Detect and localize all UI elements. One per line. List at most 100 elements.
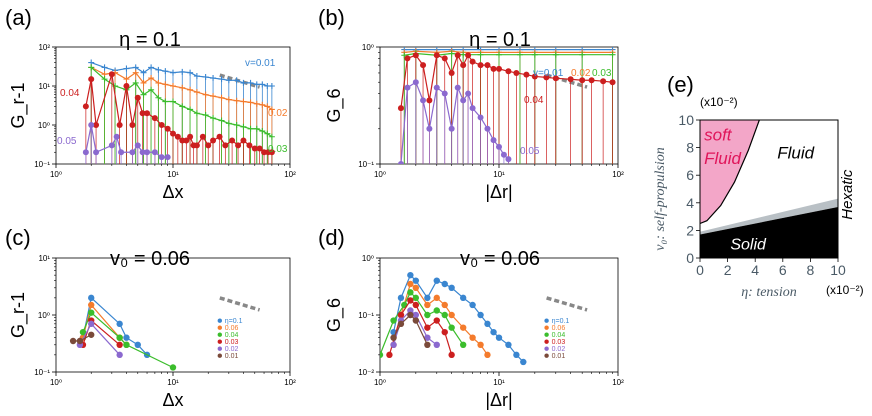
soft-fluid-region bbox=[700, 120, 760, 224]
legend-entry: 0.02 bbox=[552, 346, 566, 353]
legend-entry: 0.06 bbox=[552, 325, 566, 332]
y-tick-label: 6 bbox=[686, 167, 694, 183]
data-point bbox=[88, 294, 95, 302]
y-axis-label: G_6 bbox=[324, 298, 345, 332]
data-point bbox=[424, 294, 431, 302]
chart-title: η = 0.1 bbox=[469, 29, 531, 51]
legend-marker bbox=[217, 318, 222, 323]
data-point bbox=[169, 364, 177, 371]
y-tick-label: 10⁻¹ bbox=[34, 368, 50, 377]
series-annotation: 0.05 bbox=[520, 146, 540, 157]
legend-marker bbox=[217, 332, 222, 337]
hexatic-region bbox=[700, 198, 838, 235]
x-tick-label: 2 bbox=[724, 262, 732, 278]
panel-e-label: (e) bbox=[667, 72, 694, 97]
legend-entry: 0.03 bbox=[225, 339, 239, 346]
soft-label: soft bbox=[704, 126, 733, 145]
series-line bbox=[90, 66, 273, 110]
y-tick-label: 10¹ bbox=[38, 254, 50, 263]
reference-slope-line bbox=[546, 73, 588, 89]
legend-marker bbox=[544, 318, 549, 323]
y-tick-label: 10 bbox=[678, 112, 694, 128]
series-annotation: v=0.01 bbox=[533, 68, 564, 79]
legend-entry: 0.02 bbox=[225, 346, 239, 353]
data-point bbox=[123, 341, 130, 349]
x-tick-label: 10¹ bbox=[493, 170, 505, 179]
data-point bbox=[424, 301, 431, 309]
series-group bbox=[397, 47, 616, 164]
data-point bbox=[134, 341, 141, 349]
legend-marker bbox=[544, 332, 549, 337]
data-point bbox=[407, 280, 414, 288]
data-point bbox=[412, 317, 420, 324]
data-point bbox=[441, 280, 448, 288]
chart-title: v₀ = 0.06 bbox=[460, 248, 540, 270]
data-point bbox=[441, 301, 448, 309]
data-point bbox=[69, 337, 77, 345]
data-point bbox=[397, 161, 404, 164]
series-line bbox=[400, 81, 509, 164]
x-tick-label: 10¹ bbox=[167, 170, 179, 179]
data-point bbox=[390, 341, 397, 349]
x-tick-label: 0 bbox=[696, 262, 704, 278]
fluid-label: Fluid bbox=[777, 144, 814, 163]
soft-fluid-boundary bbox=[699, 119, 760, 225]
y-tick-label: 10⁻² bbox=[358, 368, 374, 377]
x-tick-label: 6 bbox=[779, 262, 787, 278]
x-tick-label: 10⁰ bbox=[50, 378, 62, 387]
data-point bbox=[433, 277, 440, 284]
legend-entry: 0.01 bbox=[552, 353, 566, 360]
phase-frame bbox=[699, 119, 839, 259]
series-group bbox=[82, 59, 275, 164]
series-annotation: 0.03 bbox=[592, 68, 612, 79]
series-annotation: 0.04 bbox=[60, 88, 80, 99]
legend-marker bbox=[544, 346, 549, 351]
solid-label: Solid bbox=[730, 237, 767, 254]
legend-marker bbox=[217, 339, 222, 344]
data-point bbox=[448, 311, 455, 319]
data-point bbox=[88, 331, 95, 338]
data-point bbox=[412, 294, 420, 302]
data-point bbox=[495, 334, 503, 341]
x-tick-label: 10² bbox=[284, 378, 296, 387]
x-multiplier: (x10⁻²) bbox=[826, 283, 864, 297]
data-point bbox=[459, 341, 467, 349]
legend-marker bbox=[544, 339, 549, 344]
y-tick-label: 10⁰ bbox=[38, 311, 50, 320]
data-point bbox=[505, 341, 512, 349]
series-line bbox=[392, 283, 488, 356]
data-point bbox=[79, 328, 87, 336]
data-point bbox=[116, 351, 123, 359]
y-tick-label: 0 bbox=[686, 250, 694, 266]
panel-c-label: (c) bbox=[5, 225, 31, 250]
data-point bbox=[76, 337, 84, 345]
data-point bbox=[412, 311, 420, 319]
series-annotation: 0.02 bbox=[268, 108, 288, 119]
series-group bbox=[380, 271, 527, 366]
data-point bbox=[520, 358, 527, 366]
series-annotation: v=0.01 bbox=[245, 58, 276, 69]
data-point bbox=[88, 301, 95, 309]
data-point bbox=[386, 351, 393, 359]
data-point bbox=[397, 311, 405, 319]
data-point bbox=[433, 307, 440, 314]
x-axis-label: |Δr| bbox=[485, 182, 512, 202]
panel-e: soft Fluid Fluid Hexatic Solid 0 2 4 6 8 10 0 2 4 6 8 10… bbox=[653, 95, 864, 300]
chart-title: η = 0.1 bbox=[119, 29, 181, 51]
legend-entry: 0.06 bbox=[225, 325, 239, 332]
y-tick-label: 10⁻¹ bbox=[34, 160, 50, 169]
data-point bbox=[407, 311, 414, 319]
legend-entry: 0.03 bbox=[552, 339, 566, 346]
data-point bbox=[441, 311, 448, 319]
reference-slope-line bbox=[219, 296, 261, 312]
data-point bbox=[469, 334, 476, 341]
y-axis-label: G_6 bbox=[324, 88, 345, 122]
y-axis-label: G_r-1 bbox=[8, 292, 29, 338]
y-tick-label: 10² bbox=[38, 43, 50, 52]
data-point bbox=[424, 341, 431, 349]
x-tick-label: 10² bbox=[284, 170, 296, 179]
legend-marker bbox=[217, 346, 222, 351]
y-tick-label: 10⁰ bbox=[362, 254, 374, 263]
x-tick-label: 10 bbox=[830, 262, 846, 278]
